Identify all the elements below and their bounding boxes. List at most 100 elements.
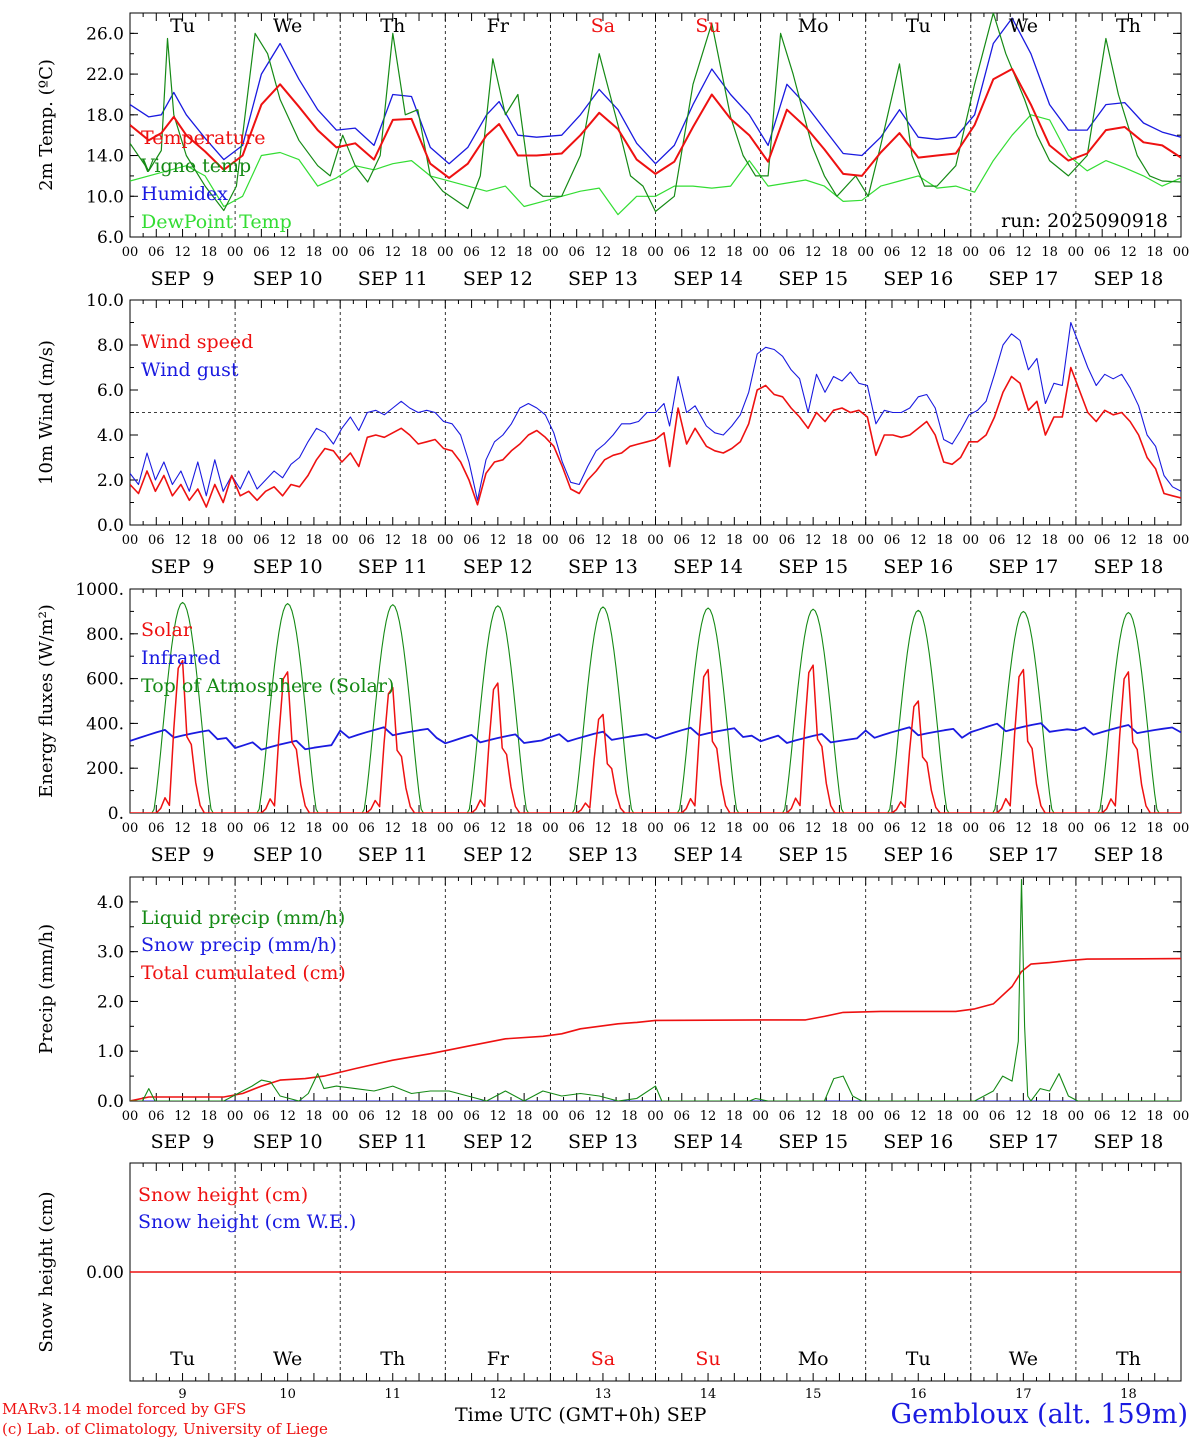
legend-entry: Infrared — [141, 647, 221, 669]
legend-entry: Top of Atmosphere (Solar) — [141, 675, 394, 697]
y-tick-label: 6.0 — [97, 381, 124, 401]
weekday-label: Fr — [487, 15, 510, 37]
series-wind-speed — [130, 366, 1181, 508]
hour-tick-label: 00 — [752, 245, 769, 260]
day-label: SEP 18 — [1094, 268, 1164, 290]
hour-tick-label: 12 — [910, 1109, 927, 1124]
hour-tick-label: 00 — [122, 533, 139, 548]
y-axis-label: 2m Temp. (ºC) — [36, 59, 57, 191]
hour-tick-label: 12 — [384, 1109, 401, 1124]
hour-tick-label: 06 — [463, 821, 480, 836]
hour-tick-label: 18 — [726, 533, 743, 548]
y-tick-label: 400. — [86, 714, 124, 734]
legend-entry: Wind speed — [141, 331, 253, 353]
panel-frame — [129, 588, 1182, 814]
day-label: SEP 16 — [883, 1131, 953, 1153]
y-tick-label: 0.0 — [97, 1092, 124, 1112]
hour-tick-label: 18 — [831, 821, 848, 836]
legend-entry: Snow height (cm W.E.) — [138, 1211, 356, 1233]
y-tick-label: 26.0 — [86, 24, 124, 44]
hour-tick-label: 00 — [1068, 1109, 1085, 1124]
day-label: SEP 12 — [463, 1131, 533, 1153]
day-label: SEP 12 — [463, 556, 533, 578]
hour-tick-label: 06 — [779, 245, 796, 260]
day-label: SEP 10 — [253, 556, 323, 578]
hour-tick-label: 12 — [700, 245, 717, 260]
day-number-label: 17 — [1015, 1387, 1032, 1402]
hour-tick-label: 18 — [936, 533, 953, 548]
day-label: SEP 18 — [1094, 844, 1164, 866]
hour-tick-label: 06 — [779, 1109, 796, 1124]
hour-tick-label: 18 — [516, 821, 533, 836]
hour-tick-label: 12 — [490, 821, 507, 836]
hour-tick-label: 06 — [358, 245, 375, 260]
hour-tick-label: 06 — [779, 821, 796, 836]
y-tick-label: 2.0 — [97, 471, 124, 491]
y-tick-label: 4.0 — [97, 426, 124, 446]
legend-entry: Vigne temp — [140, 155, 251, 177]
hour-tick-label: 12 — [279, 245, 296, 260]
weekday-label: Th — [1116, 15, 1141, 37]
y-tick-label: 200. — [86, 759, 124, 779]
hour-tick-label: 18 — [201, 821, 218, 836]
hour-tick-label: 12 — [174, 533, 191, 548]
hour-tick-label: 06 — [884, 245, 901, 260]
y-tick-label: 6.0 — [97, 228, 124, 248]
model-credit: MARv3.14 model forced by GFS — [2, 1400, 247, 1418]
day-number-label: 15 — [805, 1387, 822, 1402]
panel-temperature: 6.0 10.0 14.0 18.0 22.0 26.0 2m Temp. (ºC) Temp… — [36, 12, 1189, 290]
hour-tick-label: 06 — [884, 533, 901, 548]
y-tick-label: 8.0 — [97, 336, 124, 356]
hour-tick-label: 18 — [621, 245, 638, 260]
hour-tick-label: 06 — [884, 1109, 901, 1124]
day-label: SEP 12 — [463, 268, 533, 290]
hour-tick-label: 18 — [516, 533, 533, 548]
day-label: SEP 15 — [778, 268, 848, 290]
hour-tick-label: 12 — [595, 245, 612, 260]
day-label: SEP 9 — [151, 1131, 215, 1153]
hour-tick-label: 06 — [674, 245, 691, 260]
hour-tick-label: 12 — [1120, 821, 1137, 836]
legend-entry: Snow precip (mm/h) — [141, 934, 337, 956]
series-group — [130, 601, 1181, 813]
hour-tick-label: 00 — [752, 821, 769, 836]
day-label: SEP 15 — [778, 556, 848, 578]
day-label: SEP 9 — [151, 844, 215, 866]
hour-tick-label: 18 — [1146, 821, 1163, 836]
hour-tick-label: 18 — [726, 821, 743, 836]
day-label: SEP 11 — [358, 268, 428, 290]
day-number-label: 12 — [490, 1387, 507, 1402]
hour-tick-label: 06 — [779, 533, 796, 548]
day-label: SEP 14 — [673, 556, 743, 578]
day-label: SEP 14 — [673, 1131, 743, 1153]
hour-tick-label: 00 — [647, 821, 664, 836]
weekday-label: Su — [695, 15, 720, 37]
y-tick-label: 10.0 — [86, 187, 124, 207]
day-label: SEP 12 — [463, 844, 533, 866]
series-infrared — [130, 722, 1181, 751]
day-label: SEP 17 — [988, 556, 1058, 578]
series-humidex — [130, 17, 1181, 165]
hour-tick-label: 00 — [1173, 821, 1190, 836]
hour-tick-label: 00 — [963, 821, 980, 836]
hour-tick-label: 06 — [253, 821, 270, 836]
hour-tick-label: 06 — [989, 533, 1006, 548]
y-tick-label: 22.0 — [86, 65, 124, 85]
series-dewpoint-temp — [130, 114, 1181, 216]
y-tick-label: 0.00 — [86, 1263, 124, 1283]
legend-entry: Liquid precip (mm/h) — [141, 907, 345, 929]
weekday-label: Th — [380, 15, 405, 37]
hour-tick-label: 00 — [437, 245, 454, 260]
hour-tick-label: 18 — [201, 245, 218, 260]
hour-tick-label: 18 — [621, 533, 638, 548]
weekday-label: Tu — [906, 1348, 931, 1370]
panel-energy: 0. 200. 400. 600. 800. 1000. Energy fluxes (W/… — [36, 580, 1189, 866]
series-liquid-precip-mm-h — [130, 878, 1181, 1101]
day-label: SEP 17 — [988, 844, 1058, 866]
day-label: SEP 13 — [568, 268, 638, 290]
y-tick-label: 2.0 — [97, 992, 124, 1012]
day-number-label: 10 — [279, 1387, 296, 1402]
hour-tick-label: 06 — [1094, 533, 1111, 548]
hour-tick-label: 12 — [805, 245, 822, 260]
hour-tick-label: 06 — [1094, 245, 1111, 260]
